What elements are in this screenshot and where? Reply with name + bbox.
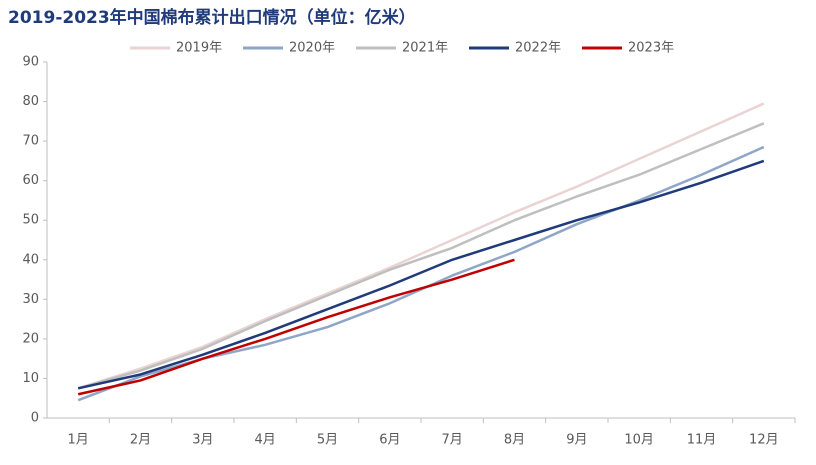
- series-line: [77, 258, 515, 396]
- x-tick-label: 2月: [130, 433, 151, 448]
- y-tick-label: 80: [22, 94, 39, 109]
- x-tick-label: 12月: [749, 433, 779, 448]
- x-tick-label: 7月: [442, 433, 463, 448]
- legend-label: 2019年: [176, 41, 222, 56]
- chart-title: 2019-2023年中国棉布累计出口情况（单位：亿米）: [8, 7, 416, 28]
- legend-label: 2020年: [289, 41, 335, 56]
- x-tick-label: 6月: [379, 433, 400, 448]
- legend-label: 2022年: [515, 41, 561, 56]
- y-tick-label: 60: [22, 173, 39, 188]
- y-tick-label: 90: [22, 55, 39, 70]
- series-line: [77, 159, 765, 390]
- y-tick-label: 40: [22, 252, 39, 267]
- y-tick-label: 70: [22, 134, 39, 149]
- legend-label: 2023年: [628, 41, 674, 56]
- x-tick-label: 5月: [317, 433, 338, 448]
- x-tick-label: 3月: [192, 433, 213, 448]
- x-tick-label: 8月: [504, 433, 525, 448]
- y-tick-label: 50: [22, 213, 39, 228]
- x-tick-label: 1月: [68, 433, 89, 448]
- x-tick-label: 4月: [255, 433, 276, 448]
- x-tick-label: 11月: [687, 433, 717, 448]
- y-tick-label: 30: [22, 292, 39, 307]
- series-line: [77, 102, 765, 390]
- legend-label: 2021年: [402, 41, 448, 56]
- series-line: [77, 122, 765, 390]
- x-tick-label: 9月: [566, 433, 587, 448]
- y-tick-label: 0: [31, 411, 39, 426]
- y-tick-label: 10: [22, 371, 39, 386]
- x-tick-label: 10月: [624, 433, 654, 448]
- y-tick-label: 20: [22, 331, 39, 346]
